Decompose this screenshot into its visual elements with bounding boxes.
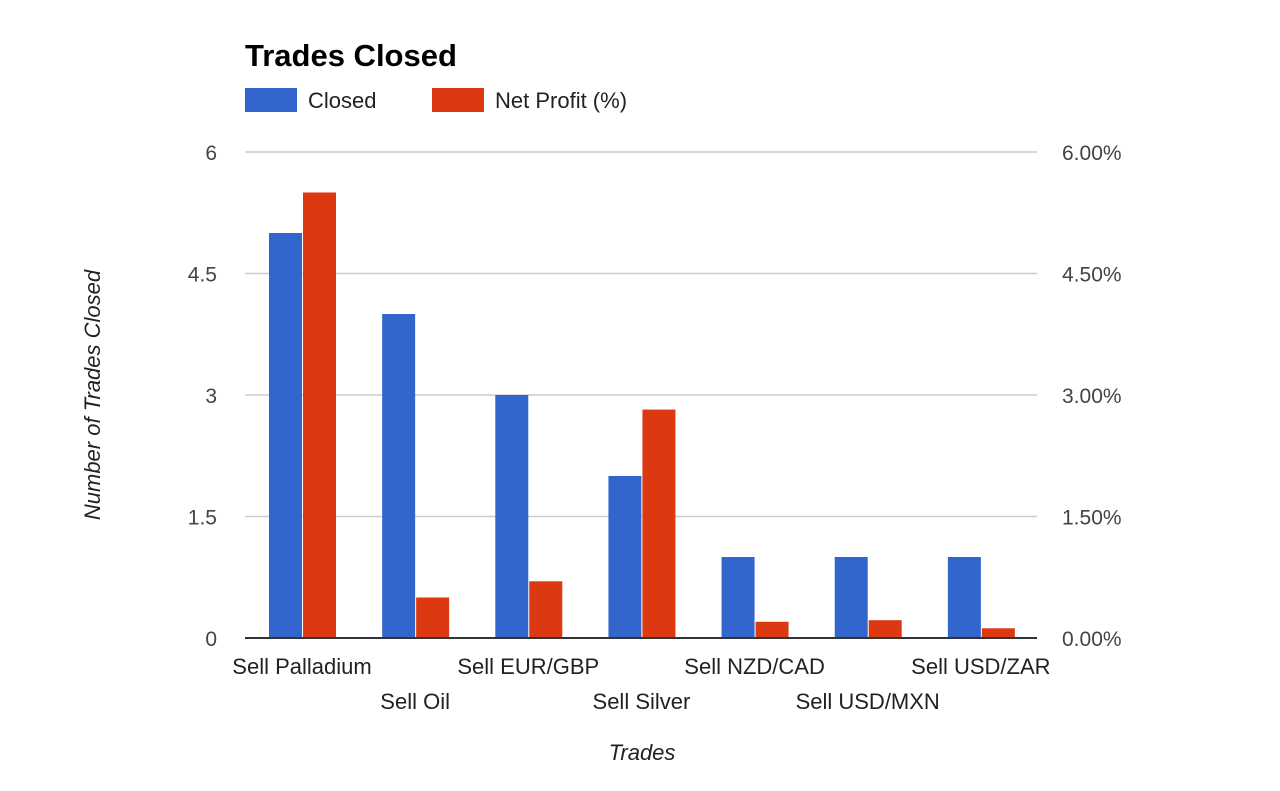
bars (269, 192, 1015, 638)
bar-net-profit (868, 620, 902, 638)
right-tick-label: 4.50% (1062, 264, 1122, 287)
bar-net-profit (529, 581, 563, 638)
bar-closed (382, 314, 416, 638)
bar-closed (495, 395, 529, 638)
bar-net-profit (642, 409, 676, 638)
category-label: Sell Palladium (232, 654, 371, 679)
legend-label-net-profit: Net Profit (%) (495, 88, 627, 113)
right-tick-label: 6.00% (1062, 142, 1122, 165)
bar-closed (269, 233, 302, 638)
right-tick-label: 1.50% (1062, 507, 1122, 530)
gridlines (245, 151, 1037, 518)
right-tick-label: 0.00% (1062, 628, 1122, 651)
bar-closed (608, 476, 642, 638)
category-label: Sell NZD/CAD (684, 654, 825, 679)
bar-closed (721, 557, 755, 638)
x-axis-title: Trades (609, 740, 676, 765)
chart-title: Trades Closed (245, 38, 457, 73)
category-labels: Sell Palladium Sell Oil Sell EUR/GBP Sell S… (232, 654, 1050, 714)
legend-label-closed: Closed (308, 88, 376, 113)
bar-net-profit (303, 192, 336, 638)
category-label: Sell EUR/GBP (457, 654, 599, 679)
right-axis-ticks: 0.00% 1.50% 3.00% 4.50% 6.00% (1062, 142, 1122, 651)
category-label: Sell USD/MXN (796, 689, 940, 714)
category-label: Sell Oil (380, 689, 450, 714)
legend: Closed Net Profit (%) (245, 88, 627, 113)
category-label: Sell Silver (593, 689, 691, 714)
right-tick-label: 3.00% (1062, 385, 1122, 408)
left-tick-label: 4.5 (188, 264, 217, 287)
legend-swatch-closed (245, 88, 297, 112)
bar-net-profit (981, 628, 1015, 638)
left-tick-label: 6 (205, 142, 217, 165)
left-axis-ticks: 0 1.5 3 4.5 6 (188, 142, 217, 651)
left-tick-label: 3 (205, 385, 217, 408)
left-tick-label: 0 (205, 628, 217, 651)
left-tick-label: 1.5 (188, 507, 217, 530)
bar-net-profit (416, 597, 450, 638)
bar-closed (834, 557, 868, 638)
category-label: Sell USD/ZAR (911, 654, 1050, 679)
bar-net-profit (755, 621, 789, 638)
bar-closed (947, 557, 981, 638)
y-axis-title: Number of Trades Closed (80, 269, 105, 520)
legend-swatch-net-profit (432, 88, 484, 112)
